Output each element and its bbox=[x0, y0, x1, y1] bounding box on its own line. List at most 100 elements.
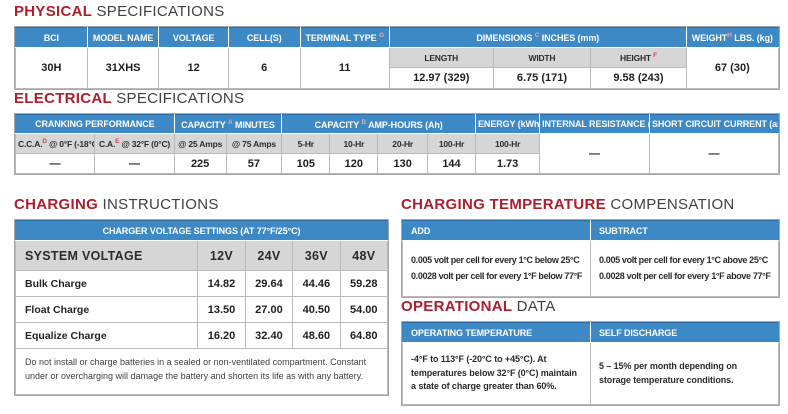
cell-10hr-value: 120 bbox=[329, 153, 379, 174]
ca-label: C.A. bbox=[98, 138, 116, 149]
electrical-specs-title: ELECTRICAL SPECIFICATIONS bbox=[14, 90, 780, 107]
cell-equalize-12v: 16.20 bbox=[197, 322, 246, 349]
col-header-model-name: MODEL NAME bbox=[86, 27, 160, 48]
terminal-type-label: TERMINAL TYPE bbox=[305, 33, 377, 43]
operational-data-section: OPERATIONAL DATA OPERATING TEMPERATURE S… bbox=[401, 298, 780, 406]
operational-title-accent: OPERATIONAL bbox=[401, 298, 513, 315]
col-header-add: ADD bbox=[402, 220, 591, 241]
subheader-20hr: 20-Hr bbox=[377, 133, 428, 154]
subheader-width: WIDTH bbox=[492, 47, 592, 68]
cell-operating-temperature: -4°F to 113°F (-20°C to +45°C). At tempe… bbox=[402, 342, 591, 405]
cell-width-value: 6.75 (171) bbox=[492, 67, 592, 89]
col-header-cells: CELL(S) bbox=[227, 27, 301, 48]
subtract-rule-celsius: 0.005 volt per cell for every 1°C above … bbox=[599, 255, 768, 266]
compensation-title: CHARGING TEMPERATURE COMPENSATION bbox=[401, 196, 780, 213]
footnote-c: C bbox=[534, 32, 540, 39]
subheader-100hr: 100-Hr bbox=[426, 133, 477, 154]
charging-warning-note: Do not install or charge batteries in a … bbox=[14, 348, 389, 395]
col-header-self-discharge: SELF DISCHARGE bbox=[590, 322, 779, 343]
col-header-24v: 24V bbox=[244, 240, 294, 271]
electrical-specs-table: CRANKING PERFORMANCE CAPACITY A MINUTES … bbox=[14, 113, 780, 175]
charging-title-rest: INSTRUCTIONS bbox=[102, 196, 219, 213]
cell-100hr-value: 144 bbox=[426, 153, 477, 174]
cell-bulk-48v: 59.28 bbox=[339, 270, 389, 297]
cell-float-48v: 54.00 bbox=[339, 296, 389, 323]
subheader-height: HEIGHT F bbox=[590, 47, 687, 68]
cell-cca-value: — bbox=[14, 153, 96, 174]
col-header-terminal-type: TERMINAL TYPE G bbox=[299, 27, 390, 48]
cell-equalize-36v: 48.60 bbox=[292, 322, 341, 349]
physical-title-accent: PHYSICAL bbox=[14, 3, 92, 20]
physical-specs-title: PHYSICAL SPECIFICATIONS bbox=[14, 3, 780, 20]
cell-short-circuit-value: — bbox=[648, 133, 780, 174]
capacity-min-label: CAPACITY bbox=[181, 119, 226, 130]
cell-terminal-value: 11 bbox=[299, 47, 390, 89]
col-group-dimensions: DIMENSIONS C INCHES (mm) bbox=[388, 27, 687, 48]
cell-bci-value: 30H bbox=[15, 47, 88, 89]
system-voltage-header: SYSTEM VOLTAGE bbox=[14, 240, 199, 271]
cell-internal-resistance-value: — bbox=[539, 133, 650, 174]
footnote-g: G bbox=[378, 32, 384, 39]
add-rule-fahrenheit: 0.0028 volt per cell for every 1°F below… bbox=[411, 270, 583, 281]
compensation-title-accent: CHARGING TEMPERATURE bbox=[401, 196, 606, 213]
operational-table: OPERATING TEMPERATURE SELF DISCHARGE -4°… bbox=[401, 321, 780, 406]
temperature-compensation-section: CHARGING TEMPERATURE COMPENSATION ADD SU… bbox=[401, 196, 780, 298]
cell-weight-value: 67 (30) bbox=[685, 47, 780, 89]
cell-equalize-48v: 64.80 bbox=[339, 322, 389, 349]
group-header-short-circuit: SHORT CIRCUIT CURRENT (amps) bbox=[648, 114, 780, 134]
table-row-bulk-charge: Bulk Charge 14.82 29.64 44.46 59.28 bbox=[14, 270, 389, 297]
operational-title-rest: DATA bbox=[516, 298, 556, 315]
physical-title-rest: SPECIFICATIONS bbox=[96, 3, 225, 20]
footnote-a: A bbox=[227, 118, 233, 126]
electrical-title-rest: SPECIFICATIONS bbox=[116, 90, 245, 107]
ca-condition: @ 32°F (0°C) bbox=[121, 138, 171, 149]
cell-energy-value: 1.73 bbox=[475, 153, 541, 174]
cell-bulk-12v: 14.82 bbox=[197, 270, 246, 297]
group-header-capacity-minutes: CAPACITY A MINUTES bbox=[173, 114, 283, 134]
height-label: HEIGHT bbox=[620, 52, 651, 63]
cell-subtract-rules: 0.005 volt per cell for every 1°C above … bbox=[590, 240, 779, 297]
subheader-length: LENGTH bbox=[388, 47, 494, 68]
group-header-capacity-amphours: CAPACITY B AMP-HOURS (Ah) bbox=[281, 114, 477, 134]
cell-height-value: 9.58 (243) bbox=[590, 67, 687, 89]
subheader-100hr-energy: 100-Hr bbox=[475, 133, 541, 154]
add-rule-celsius: 0.005 volt per cell for every 1°C below … bbox=[411, 255, 580, 266]
charging-title-accent: CHARGING bbox=[14, 196, 99, 213]
cell-equalize-24v: 32.40 bbox=[244, 322, 294, 349]
col-header-voltage: VOLTAGE bbox=[158, 27, 229, 48]
cca-condition: @ 0°F (-18°C) bbox=[48, 138, 94, 149]
col-header-12v: 12V bbox=[197, 240, 246, 271]
row-label-float-charge: Float Charge bbox=[14, 296, 199, 323]
col-header-operating-temperature: OPERATING TEMPERATURE bbox=[402, 322, 591, 343]
footnote-h: H bbox=[727, 32, 732, 39]
cell-ca-value: — bbox=[94, 153, 175, 174]
subheader-cca: C.C.A.D @ 0°F (-18°C) bbox=[14, 133, 96, 154]
table-row-float-charge: Float Charge 13.50 27.00 40.50 54.00 bbox=[14, 296, 389, 323]
cell-self-discharge: 5 – 15% per month depending on storage t… bbox=[590, 342, 779, 405]
cell-5hr-value: 105 bbox=[281, 153, 331, 174]
capacity-ah-units: AMP-HOURS (Ah) bbox=[368, 119, 443, 130]
cell-float-36v: 40.50 bbox=[292, 296, 341, 323]
charger-voltage-table: CHARGER VOLTAGE SETTINGS (AT 77°F/25°C) … bbox=[14, 219, 390, 396]
subheader-10hr: 10-Hr bbox=[329, 133, 379, 154]
charging-instructions-title: CHARGING INSTRUCTIONS bbox=[14, 196, 389, 213]
footnote-d: D bbox=[42, 138, 47, 146]
subheader-75amps: @ 75 Amps bbox=[225, 133, 283, 154]
cell-25amps-value: 225 bbox=[173, 153, 227, 174]
compensation-title-rest: COMPENSATION bbox=[610, 196, 735, 213]
subheader-25amps: @ 25 Amps bbox=[173, 133, 227, 154]
footnote-e: E bbox=[115, 138, 120, 146]
cell-length-value: 12.97 (329) bbox=[388, 67, 494, 89]
cell-bulk-36v: 44.46 bbox=[292, 270, 341, 297]
dimensions-units: INCHES (mm) bbox=[541, 33, 600, 43]
capacity-ah-label: CAPACITY bbox=[314, 119, 359, 130]
weight-label: WEIGHT bbox=[691, 33, 728, 43]
cell-bulk-24v: 29.64 bbox=[244, 270, 294, 297]
subheader-5hr: 5-Hr bbox=[281, 133, 331, 154]
cell-20hr-value: 130 bbox=[377, 153, 428, 174]
col-header-bci: BCI bbox=[15, 27, 88, 48]
group-header-cranking: CRANKING PERFORMANCE bbox=[15, 114, 175, 134]
row-label-equalize-charge: Equalize Charge bbox=[14, 322, 199, 349]
col-header-subtract: SUBTRACT bbox=[590, 220, 779, 241]
